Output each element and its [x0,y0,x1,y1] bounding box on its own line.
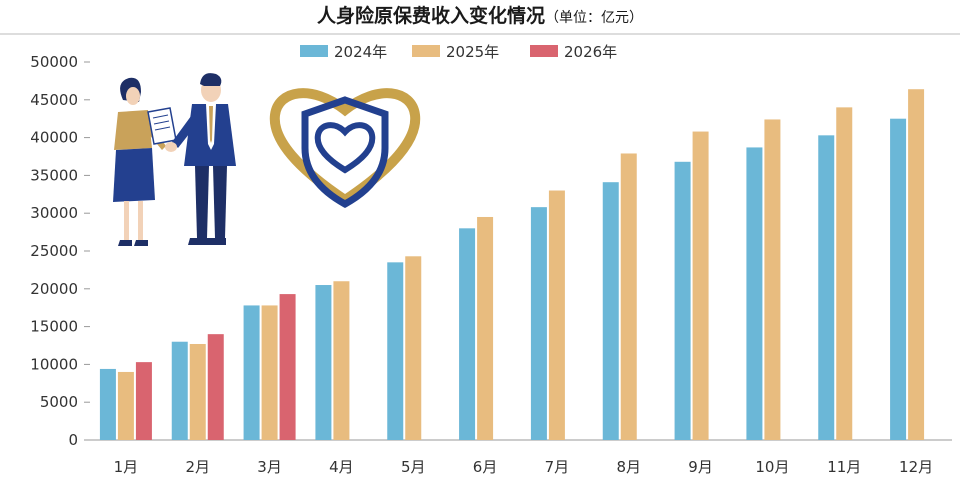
bar-2025-1 [117,371,134,440]
bar-2024-7 [530,207,547,440]
bar-2024-9 [674,161,691,441]
x-axis: 1月 2月 3月 4月 5月 6月 7月 8月 9月 10月 11月 12月 [90,439,952,476]
bar-2024-3 [243,305,260,440]
bar-2024-1 [99,368,116,440]
x-tick-label: 7月 [545,458,570,476]
x-tick-label: 8月 [616,458,641,476]
x-tick-label: 3月 [257,458,282,476]
chart-title-unit: （单位：亿元） [545,10,643,26]
bar-2024-4 [315,285,332,440]
bar-2025-5 [405,256,422,440]
y-tick-label: 20000 [30,280,78,298]
x-tick-label: 12月 [899,458,933,476]
bar-2024-5 [387,262,404,440]
bar-2024-11 [818,135,835,440]
bar-2026-1 [135,362,152,440]
y-tick-label: 25000 [30,242,78,260]
y-tick-label: 50000 [30,53,78,71]
bar-2024-8 [602,182,619,441]
x-tick-label: 6月 [473,458,498,476]
bar-2026-2 [207,334,224,440]
legend-swatch-2024 [300,45,328,57]
legend-swatch-2025 [412,45,440,57]
x-tick-label: 2月 [185,458,210,476]
y-tick-label: 5000 [40,393,78,411]
bar-2025-7 [548,190,565,440]
x-tick-label: 11月 [827,458,861,476]
legend-swatch-2026 [530,45,558,57]
legend: 2024年 2025年 2026年 [300,43,617,61]
legend-label-2026: 2026年 [564,43,617,61]
y-tick-label: 40000 [30,129,78,147]
bar-2025-6 [477,216,494,440]
y-tick-label: 15000 [30,318,78,336]
x-tick-label: 9月 [688,458,713,476]
legend-item-2025: 2025年 [412,43,499,61]
bar-2026-3 [279,294,296,440]
bar-2025-2 [189,343,206,440]
chart-title: 人身险原保费收入变化情况（单位：亿元） [317,4,643,27]
handshake-people-icon [113,73,236,246]
y-axis: 0 5000 10000 15000 20000 25000 30000 35000 40000… [30,53,90,449]
y-tick-label: 35000 [30,166,78,184]
bar-2024-6 [459,228,476,440]
heart-shield-icon [269,88,421,208]
bar-2024-10 [746,147,763,441]
chart-title-main: 人身险原保费收入变化情况 [317,4,545,27]
bar-2025-10 [764,119,781,441]
bar-2025-4 [333,281,350,440]
x-tick-label: 4月 [329,458,354,476]
y-tick-label: 10000 [30,355,78,373]
legend-label-2024: 2024年 [334,43,387,61]
x-tick-label: 1月 [114,458,139,476]
x-tick-label: 10月 [755,458,789,476]
bar-2025-8 [620,153,637,440]
legend-item-2026: 2026年 [530,43,617,61]
bar-2025-9 [692,131,709,440]
y-tick-label: 30000 [30,204,78,222]
bar-2025-11 [836,107,853,441]
legend-item-2024: 2024年 [300,43,387,61]
bar-series [99,89,925,441]
legend-label-2025: 2025年 [446,43,499,61]
bar-2025-3 [261,305,278,440]
y-tick-label: 0 [68,431,78,449]
bar-2024-12 [890,118,907,440]
y-tick-label: 45000 [30,91,78,109]
bar-2024-2 [171,341,188,440]
x-tick-label: 5月 [401,458,426,476]
bar-2025-12 [908,89,925,440]
